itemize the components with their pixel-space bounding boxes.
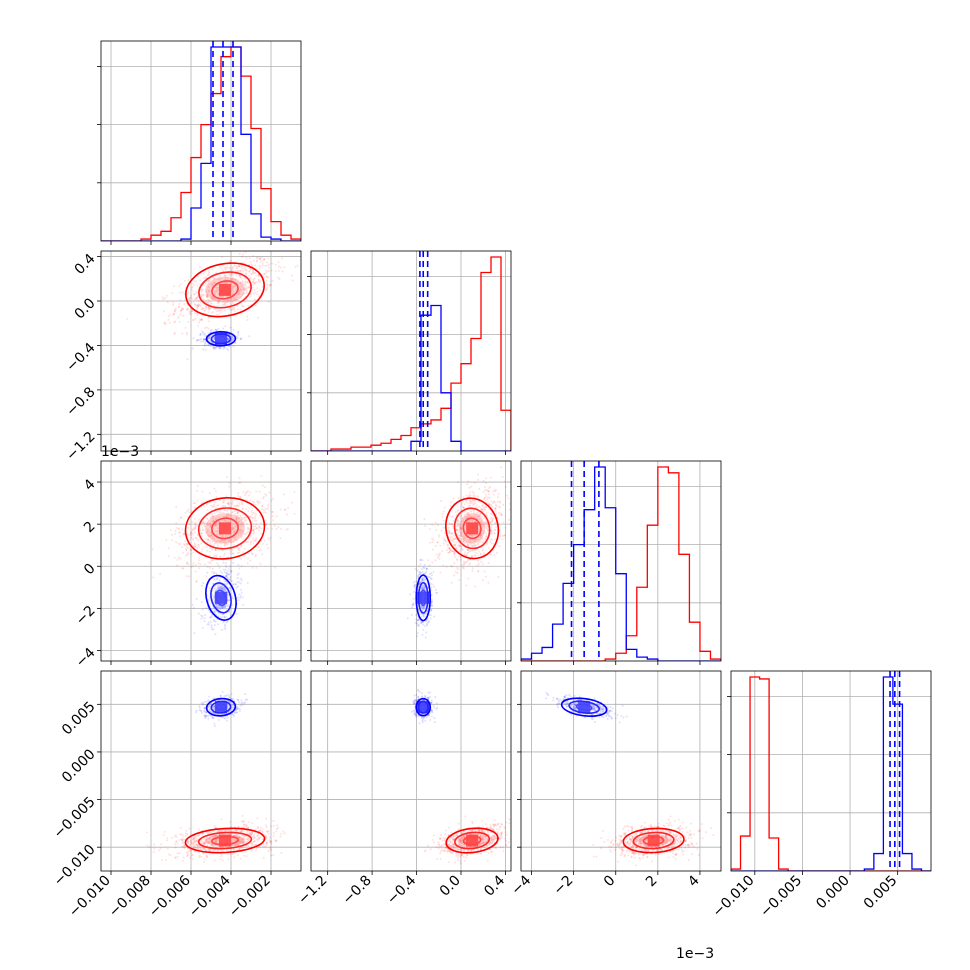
panel-0-0 <box>97 40 302 245</box>
y-tick-label: −0.8 <box>63 384 98 419</box>
contour-red <box>211 280 239 300</box>
x-tick-label: −0.010 <box>710 873 758 921</box>
contour-red <box>454 831 491 850</box>
panel-frame <box>100 40 302 242</box>
x-tick-label: 2 <box>643 873 661 891</box>
panel-frame <box>730 670 932 872</box>
y-tick-label: 0.4 <box>72 251 99 278</box>
contour-red <box>197 507 253 550</box>
panel-2-2 <box>517 460 722 665</box>
contour-blue <box>215 703 227 711</box>
panel-1-1 <box>307 250 512 455</box>
x-tick-label: −2 <box>551 873 577 899</box>
x-tick-label: 4 <box>685 872 703 890</box>
y-tick-label: −1.2 <box>63 429 98 464</box>
contour-blue <box>210 700 232 714</box>
histogram-blue <box>311 304 511 451</box>
y-tick-label: 0.005 <box>59 699 99 739</box>
panel-3-0: −0.010−0.008−0.006−0.004−0.002−0.010−0.0… <box>51 670 302 921</box>
panel-frame <box>310 250 512 452</box>
contour-red <box>445 827 499 854</box>
panel-3-1: −1.2 −0.8 −0.4 0.0 0.4 <box>295 670 512 908</box>
contour-blue <box>210 333 232 345</box>
y-tick-label: 0.0 <box>72 295 99 322</box>
panel-frame <box>310 670 512 872</box>
panel-frame <box>100 250 302 452</box>
contour-red <box>197 831 253 850</box>
contour-red <box>462 835 482 846</box>
contour-red <box>453 507 491 550</box>
panel-1-0: −1.2 −0.8 −0.4 0.0 0.4 <box>63 250 302 464</box>
contour-blue <box>420 703 427 711</box>
panel-frame <box>100 460 302 662</box>
contour-blue <box>205 574 237 621</box>
panel-frame <box>100 670 302 872</box>
panel-2-1 <box>307 460 512 665</box>
contour-red <box>622 827 685 854</box>
x-tick-label: 0.000 <box>813 873 853 913</box>
contour-red <box>184 827 266 854</box>
contour-blue <box>417 581 429 614</box>
x-tick-label: −4 <box>508 872 534 898</box>
panel-frame <box>310 460 512 662</box>
x-tick-label: −0.8 <box>340 873 375 908</box>
y-tick-label: −0.4 <box>63 340 98 375</box>
contour-blue <box>417 700 429 714</box>
panel-frame <box>520 670 722 872</box>
panel-3-2: −4 −2 0 2 4 <box>508 670 722 899</box>
panel-2-0: −4 −2 0 2 4 <box>73 460 302 671</box>
contour-red <box>211 517 239 540</box>
y-tick-label: 0.000 <box>59 746 99 786</box>
contour-blue <box>415 697 432 717</box>
y-tick-label: 2 <box>81 519 99 537</box>
contour-red <box>445 497 500 560</box>
contour-red <box>184 497 266 560</box>
x-tick-label: 0.005 <box>861 873 901 913</box>
x-tick-label: −0.4 <box>384 872 419 907</box>
y-tick-label: 0 <box>81 561 99 579</box>
contour-red <box>642 835 665 846</box>
x-tick-label: −0.002 <box>226 873 274 921</box>
histogram-blue <box>101 46 301 241</box>
contour-blue <box>210 582 232 614</box>
contour-blue <box>568 700 601 715</box>
x-tick-label: 0.4 <box>481 872 508 899</box>
panel-frame <box>520 460 722 662</box>
y-tick-label: −2 <box>73 603 99 629</box>
contour-blue <box>215 589 227 607</box>
x-tick-label: −0.005 <box>757 873 805 921</box>
x-tick-label: −0.006 <box>146 872 194 920</box>
x-tick-label: −0.010 <box>66 873 114 921</box>
y-offset-label: 1e−3 <box>101 444 139 460</box>
contour-red <box>632 831 675 850</box>
histogram-red <box>311 256 511 451</box>
x-tick-label: −1.2 <box>295 873 330 908</box>
contour-red <box>211 835 239 846</box>
x-tick-label: −0.008 <box>106 873 154 921</box>
contour-blue <box>205 330 237 347</box>
contour-red <box>462 517 482 540</box>
y-tick-label: −0.005 <box>51 794 99 842</box>
histogram-red <box>731 676 931 871</box>
contour-blue <box>560 697 608 718</box>
contour-blue <box>575 703 593 711</box>
x-tick-label: −0.004 <box>186 872 234 920</box>
y-tick-label: 4 <box>81 476 99 494</box>
contour-red <box>198 271 252 309</box>
contour-blue <box>215 335 227 342</box>
panel-3-3: −0.010 −0.005 0.000 0.005 <box>710 670 932 921</box>
contour-blue <box>420 589 427 607</box>
contour-red <box>185 262 265 318</box>
histogram-red <box>521 466 721 661</box>
x-tick-label: 0 <box>601 873 619 891</box>
histogram-blue <box>521 466 721 661</box>
x-offset-label: 1e−3 <box>676 946 714 962</box>
y-tick-label: −4 <box>73 645 99 671</box>
histogram-blue <box>731 676 931 871</box>
contour-blue <box>415 574 432 622</box>
x-tick-label: 0.0 <box>437 873 464 900</box>
contour-blue <box>205 697 237 717</box>
